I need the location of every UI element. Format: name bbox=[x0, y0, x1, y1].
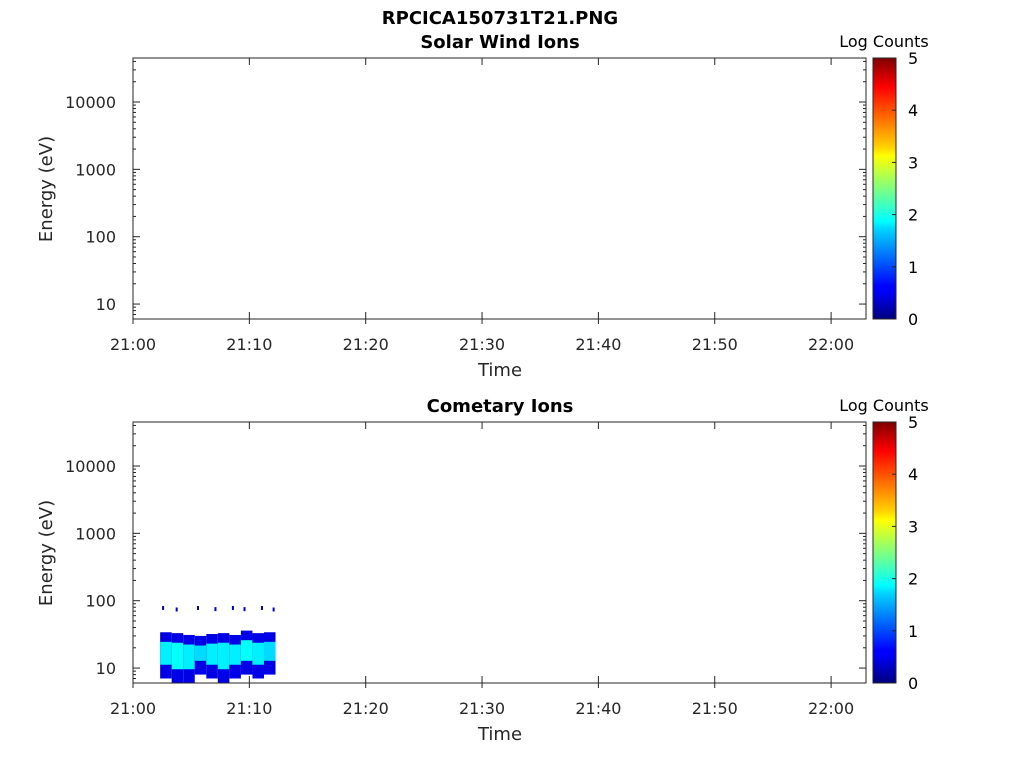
panel-title: Solar Wind Ions bbox=[420, 32, 579, 53]
spectrogram-cell bbox=[252, 642, 264, 665]
x-axis: 21:00 21:10 21:20 21:30 21:40 21:50 22:00 bbox=[110, 422, 854, 718]
colorbar-tick-label: 4 bbox=[908, 101, 918, 120]
x-tick-label: 21:10 bbox=[226, 335, 272, 354]
colorbar-tick-label: 5 bbox=[908, 413, 918, 432]
colorbar-tick-label: 1 bbox=[908, 258, 918, 277]
spectrogram-cell bbox=[263, 641, 276, 661]
x-axis-label: Time bbox=[477, 360, 522, 381]
y-axis-label: Energy (eV) bbox=[36, 500, 57, 606]
colorbar-tick-label: 0 bbox=[908, 310, 918, 329]
spectrogram-cell bbox=[160, 641, 172, 665]
spectrogram-cell bbox=[194, 645, 207, 661]
spectrogram-cell bbox=[217, 642, 230, 670]
y-tick-label: 1000 bbox=[75, 160, 116, 179]
colorbar-scale bbox=[872, 421, 897, 684]
figure-title: RPCICA150731T21.PNG bbox=[382, 8, 618, 29]
colorbar-tick-label: 3 bbox=[908, 153, 918, 172]
colorbar: Log Counts 0 1 2 3 4 5 bbox=[839, 396, 929, 693]
x-tick-label: 21:20 bbox=[343, 699, 389, 718]
x-tick-label: 21:50 bbox=[692, 335, 738, 354]
colorbar-scale bbox=[872, 57, 897, 320]
spectrogram-point bbox=[196, 605, 199, 610]
spectrogram-cell bbox=[183, 644, 195, 670]
spectrogram-cell bbox=[240, 640, 253, 661]
panel-title: Cometary Ions bbox=[427, 396, 574, 417]
x-tick-label: 21:20 bbox=[343, 335, 389, 354]
x-tick-label: 21:30 bbox=[459, 335, 505, 354]
y-axis: 10 100 1000 10000 bbox=[65, 60, 866, 320]
colorbar-label: Log Counts bbox=[839, 396, 929, 415]
y-tick-label: 1000 bbox=[75, 524, 116, 543]
y-tick-label: 10 bbox=[96, 295, 116, 314]
x-tick-label: 21:40 bbox=[575, 335, 621, 354]
x-tick-label: 22:00 bbox=[808, 335, 854, 354]
x-axis: 21:00 21:10 21:20 21:30 21:40 21:50 22:00 bbox=[110, 58, 854, 354]
colorbar-ticks: 0 1 2 3 4 5 bbox=[892, 49, 918, 329]
colorbar-tick-label: 1 bbox=[908, 622, 918, 641]
spectrogram-point bbox=[162, 605, 165, 610]
y-axis-label: Energy (eV) bbox=[36, 136, 57, 242]
x-tick-label: 21:00 bbox=[110, 699, 156, 718]
colorbar-ticks: 0 1 2 3 4 5 bbox=[892, 413, 918, 693]
x-tick-label: 21:00 bbox=[110, 335, 156, 354]
spectrogram-point bbox=[243, 607, 246, 612]
colorbar-tick-label: 2 bbox=[908, 570, 918, 589]
colorbar-tick-label: 2 bbox=[908, 206, 918, 225]
spectrogram-cell bbox=[229, 644, 241, 665]
y-tick-label: 10000 bbox=[65, 457, 116, 476]
y-tick-label: 100 bbox=[85, 592, 116, 611]
spectrogram-cell bbox=[171, 642, 184, 670]
x-tick-label: 21:30 bbox=[459, 699, 505, 718]
plot-area bbox=[132, 57, 867, 320]
x-tick-label: 21:40 bbox=[575, 699, 621, 718]
spectrogram-point bbox=[260, 605, 263, 610]
colorbar-tick-label: 3 bbox=[908, 517, 918, 536]
x-tick-label: 21:10 bbox=[226, 699, 272, 718]
spectrogram-marks bbox=[160, 605, 276, 683]
y-axis: 10 100 1000 10000 bbox=[65, 424, 866, 684]
y-tick-label: 10000 bbox=[65, 93, 116, 112]
spectrogram-point bbox=[231, 605, 234, 610]
colorbar: Log Counts 0 1 2 3 4 5 bbox=[839, 32, 929, 329]
y-tick-label: 10 bbox=[96, 659, 116, 678]
x-tick-label: 22:00 bbox=[808, 699, 854, 718]
colorbar-tick-label: 4 bbox=[908, 465, 918, 484]
spectrogram-point bbox=[214, 607, 217, 612]
colorbar-tick-label: 5 bbox=[908, 49, 918, 68]
x-tick-label: 21:50 bbox=[692, 699, 738, 718]
x-axis-label: Time bbox=[477, 724, 522, 745]
plot-area bbox=[132, 421, 867, 684]
spectrogram-point bbox=[175, 607, 178, 612]
spectrogram-point bbox=[272, 607, 275, 612]
colorbar-tick-label: 0 bbox=[908, 674, 918, 693]
colorbar-label: Log Counts bbox=[839, 32, 929, 51]
spectrogram-cell bbox=[206, 643, 218, 665]
y-tick-label: 100 bbox=[85, 228, 116, 247]
